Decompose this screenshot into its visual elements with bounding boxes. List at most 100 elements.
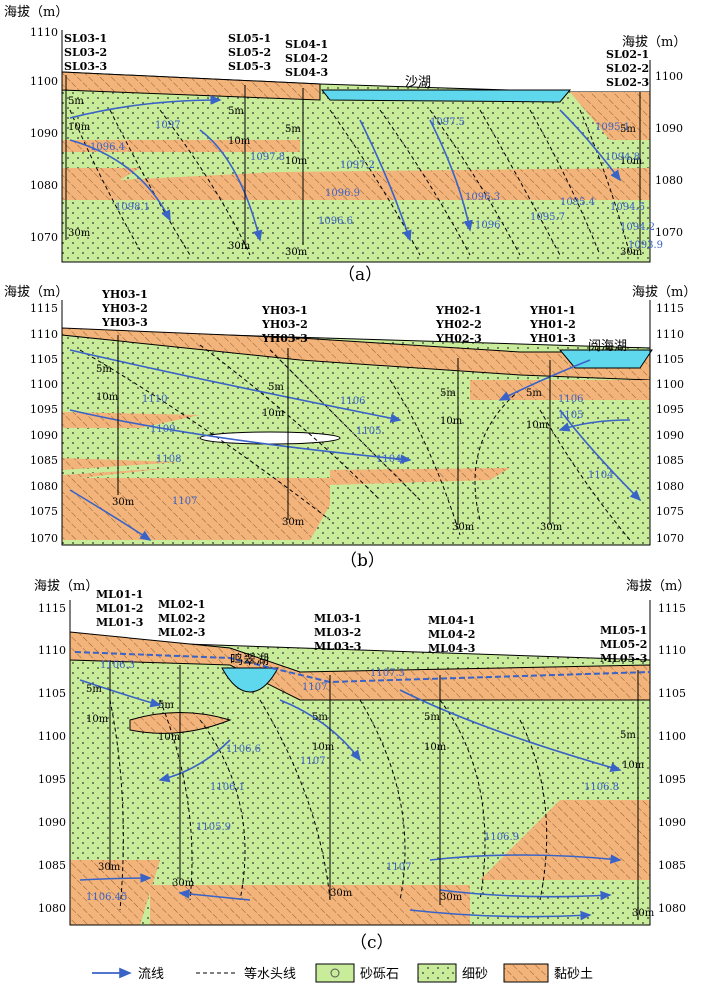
- depth-label: 30m: [68, 228, 91, 239]
- well-label: YH03-2: [101, 302, 148, 315]
- well-label: SL05-1: [228, 32, 271, 45]
- contour-label: 1096: [475, 220, 500, 231]
- panel-b-clay-right: [470, 380, 650, 400]
- well-label: ML01-3: [96, 616, 143, 629]
- depth-label: 10m: [622, 760, 645, 771]
- depth-label: 5m: [312, 712, 328, 723]
- panel-c-flowlines: [79, 679, 622, 921]
- depth-label: 10m: [158, 732, 181, 743]
- lake-label: 阅海湖: [588, 339, 627, 354]
- well-label: ML03-3: [314, 640, 361, 653]
- well-label: SL02-3: [606, 76, 649, 89]
- contour-label: 1094.2: [620, 222, 655, 233]
- contour-label: 1104: [376, 454, 401, 465]
- depth-label: 10m: [526, 420, 549, 431]
- legend-isohead-label: 等水头线: [244, 966, 296, 982]
- panel-b-tick: 1115: [30, 302, 58, 315]
- contour-label: 1105: [558, 410, 583, 421]
- panel-a-tick-right: 1090: [655, 122, 683, 135]
- well-label: SL05-2: [228, 46, 271, 59]
- contour-label: 1107: [172, 496, 197, 507]
- depth-label: 30m: [172, 878, 195, 889]
- panel-a-clay-right: [570, 92, 650, 140]
- legend-flowline-label: 流线: [138, 967, 164, 982]
- depth-label: 5m: [526, 388, 542, 399]
- well-label: SL02-2: [606, 62, 649, 75]
- well-label: YH03-2: [261, 318, 308, 331]
- contour-label: 1105: [356, 426, 381, 437]
- panel-c-tick: 1105: [38, 687, 66, 700]
- panel-c-tick-right: 1085: [658, 859, 686, 872]
- well-label: YH03-1: [261, 304, 308, 317]
- well-label: ML02-2: [158, 612, 205, 625]
- lake-label: 沙湖: [405, 75, 431, 90]
- panel-b-tick-right: 1110: [656, 328, 684, 341]
- panel-b-tick: 1080: [30, 480, 58, 493]
- panel-c-tick: 1115: [38, 602, 66, 615]
- well-label: SL03-2: [64, 46, 107, 59]
- panel-b-tick-right: 1105: [656, 353, 684, 366]
- well-label: SL02-1: [606, 48, 649, 61]
- depth-label: 5m: [96, 364, 112, 375]
- panel-a-tick: 1090: [30, 127, 58, 140]
- depth-label: 10m: [312, 742, 335, 753]
- panel-c-tick: 1100: [38, 730, 66, 743]
- contour-label: 1097.5: [430, 117, 465, 128]
- depth-label: 5m: [86, 684, 102, 695]
- contour-label: 1106: [340, 396, 365, 407]
- contour-label: 1106.9: [484, 832, 519, 843]
- depth-label: 5m: [228, 106, 244, 117]
- panel-b-tick-right: 1085: [656, 454, 684, 467]
- panel-c-watertable: [74, 651, 651, 684]
- panel-b-clay-lenses: [62, 458, 180, 480]
- panel-c-tick-right: 1115: [658, 602, 686, 615]
- panel-c-tick-right: 1095: [658, 773, 686, 786]
- panel-b-tick-right: 1080: [656, 480, 684, 493]
- depth-label: 10m: [285, 156, 308, 167]
- contour-label: 1097.2: [340, 160, 375, 171]
- panel-b-axis-title-left: 海拔（m）: [4, 285, 68, 300]
- contour-label: 1106.8: [584, 782, 619, 793]
- panel-c-tick-right: 1090: [658, 816, 686, 829]
- depth-label: 10m: [440, 416, 463, 427]
- panel-a-lake: [320, 89, 572, 103]
- contour-label: 1108: [156, 454, 181, 465]
- panel-label-a: （a）: [338, 265, 382, 285]
- depth-label: 10m: [424, 742, 447, 753]
- well-label: ML03-2: [314, 626, 361, 639]
- panel-c-clay-bottom: [70, 860, 470, 925]
- panel-b-tick: 1095: [30, 403, 58, 416]
- well-label: ML05-3: [600, 652, 647, 665]
- panel-b-tick-right: 1095: [656, 403, 684, 416]
- panel-b-tick: 1090: [30, 429, 58, 442]
- depth-label: 10m: [86, 714, 109, 725]
- depth-label: 30m: [112, 497, 135, 508]
- contour-label: 1094.8: [605, 152, 640, 163]
- panel-c-tick: 1095: [38, 773, 66, 786]
- well-label: ML04-1: [428, 614, 475, 627]
- well-label: ML05-1: [600, 624, 647, 637]
- panel-b-tick-right: 1115: [656, 302, 684, 315]
- panel-a-axis-title-left: 海拔（m）: [4, 5, 68, 20]
- panel-a-axis-title-right: 海拔（m）: [622, 35, 686, 50]
- depth-label: 5m: [285, 124, 301, 135]
- panel-c-tick: 1090: [38, 816, 66, 829]
- depth-label: 5m: [620, 730, 636, 741]
- panel-a-tick: 1100: [30, 75, 58, 88]
- panel-c: [69, 600, 651, 926]
- contour-label: 1105.9: [196, 822, 231, 833]
- contour-label: 1097: [155, 120, 180, 131]
- well-label: ML01-1: [96, 588, 143, 601]
- well-label: SL03-3: [64, 60, 107, 73]
- depth-label: 30m: [620, 247, 643, 258]
- panel-c-tick-right: 1105: [658, 687, 686, 700]
- panel-a-flowlines: [69, 95, 621, 242]
- contour-label: 1107: [300, 756, 325, 767]
- well-label: ML03-1: [314, 612, 361, 625]
- well-label: ML01-2: [96, 602, 143, 615]
- panel-a: [61, 30, 651, 263]
- panel-b-tick: 1105: [30, 353, 58, 366]
- panel-a-clay-mid: [62, 140, 300, 152]
- panel-c-clay-right: [480, 800, 650, 880]
